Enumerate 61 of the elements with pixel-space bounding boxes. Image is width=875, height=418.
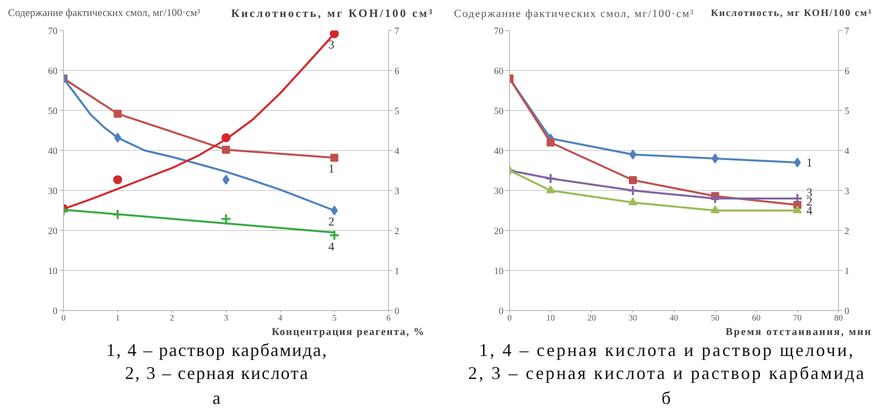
series-label: 4 xyxy=(328,239,334,254)
y-tick-label: 10 xyxy=(494,267,504,277)
x-tick-label: 4 xyxy=(278,312,284,322)
x-tick-label: 70 xyxy=(793,312,802,322)
series-label: 3 xyxy=(328,38,334,52)
y-axis-title: Содержание фактических смол, мг/100·см³ xyxy=(454,7,694,22)
x-axis-title: Время отстаивания, мин xyxy=(726,326,872,340)
y2-tick-label: 3 xyxy=(844,187,850,197)
y2-tick-label: 6 xyxy=(844,67,850,77)
text: 2, 3 – серная кислота и раствор карбамида xyxy=(467,363,867,383)
y2-tick-label: 7 xyxy=(844,27,850,37)
y2-tick-label: 2 xyxy=(844,227,850,237)
x-tick-label: 2 xyxy=(170,312,174,322)
y2-axis-title: Кислотность, мг КОН/100 см³ xyxy=(710,7,872,21)
x-axis-title: Концентрация реагента, % xyxy=(272,326,425,340)
y2-tick-label: 2 xyxy=(394,227,400,237)
y-axis-title: Содержание фактических смол, мг/100·см³ xyxy=(8,7,200,21)
y-tick-label: 50 xyxy=(494,107,504,117)
x-tick-label: 0 xyxy=(61,312,66,322)
x-tick-label: 80 xyxy=(834,312,843,322)
y-tick-label: 50 xyxy=(48,107,58,117)
y-tick-label: 30 xyxy=(48,187,58,197)
x-tick-label: 3 xyxy=(224,312,228,322)
x-tick-label: 1 xyxy=(116,312,120,322)
y2-tick-label: 6 xyxy=(394,67,400,77)
x-tick-label: 60 xyxy=(752,312,760,322)
text: 1, 4 – серная кислота и раствор щелочи, xyxy=(478,340,856,360)
y2-tick-label: 5 xyxy=(844,107,850,117)
y-tick-label: 30 xyxy=(494,187,504,197)
series-label: 1 xyxy=(328,162,334,176)
text: 2, 3 – серная кислота xyxy=(124,363,310,383)
x-tick-label: 5 xyxy=(332,312,336,322)
series-label: 1 xyxy=(806,156,812,170)
y-tick-label: 20 xyxy=(48,227,58,237)
y2-tick-label: 4 xyxy=(394,147,400,157)
y-tick-label: 10 xyxy=(48,267,58,277)
y-tick-label: 40 xyxy=(494,147,504,157)
x-tick-label: 0 xyxy=(507,312,512,322)
x-tick-label: 30 xyxy=(628,312,638,322)
y2-tick-label: 3 xyxy=(394,187,400,197)
x-tick-label: 6 xyxy=(386,312,391,322)
y2-tick-label: 4 xyxy=(844,147,850,157)
y-tick-label: 70 xyxy=(48,27,58,37)
y2-axis-title: Кислотность, мг КОН/100 см³ xyxy=(231,7,434,22)
y2-tick-label: 1 xyxy=(844,267,850,277)
x-tick-label: 50 xyxy=(710,312,720,322)
y-tick-label: 20 xyxy=(494,227,504,237)
y2-tick-label: 1 xyxy=(394,267,400,277)
y-tick-label: 60 xyxy=(48,67,58,77)
text: 1, 4 – раствор карбамида, xyxy=(105,340,329,360)
y2-tick-label: 5 xyxy=(394,107,400,117)
series-label: 2 xyxy=(328,214,334,228)
x-tick-label: 10 xyxy=(546,312,555,322)
text: б xyxy=(660,388,674,408)
text: а xyxy=(211,388,223,408)
y-tick-label: 40 xyxy=(48,147,58,157)
y2-tick-label: 7 xyxy=(394,27,400,37)
x-tick-label: 20 xyxy=(588,312,596,322)
y-tick-label: 70 xyxy=(494,27,504,37)
y-tick-label: 60 xyxy=(494,67,504,77)
x-tick-label: 40 xyxy=(670,312,678,322)
